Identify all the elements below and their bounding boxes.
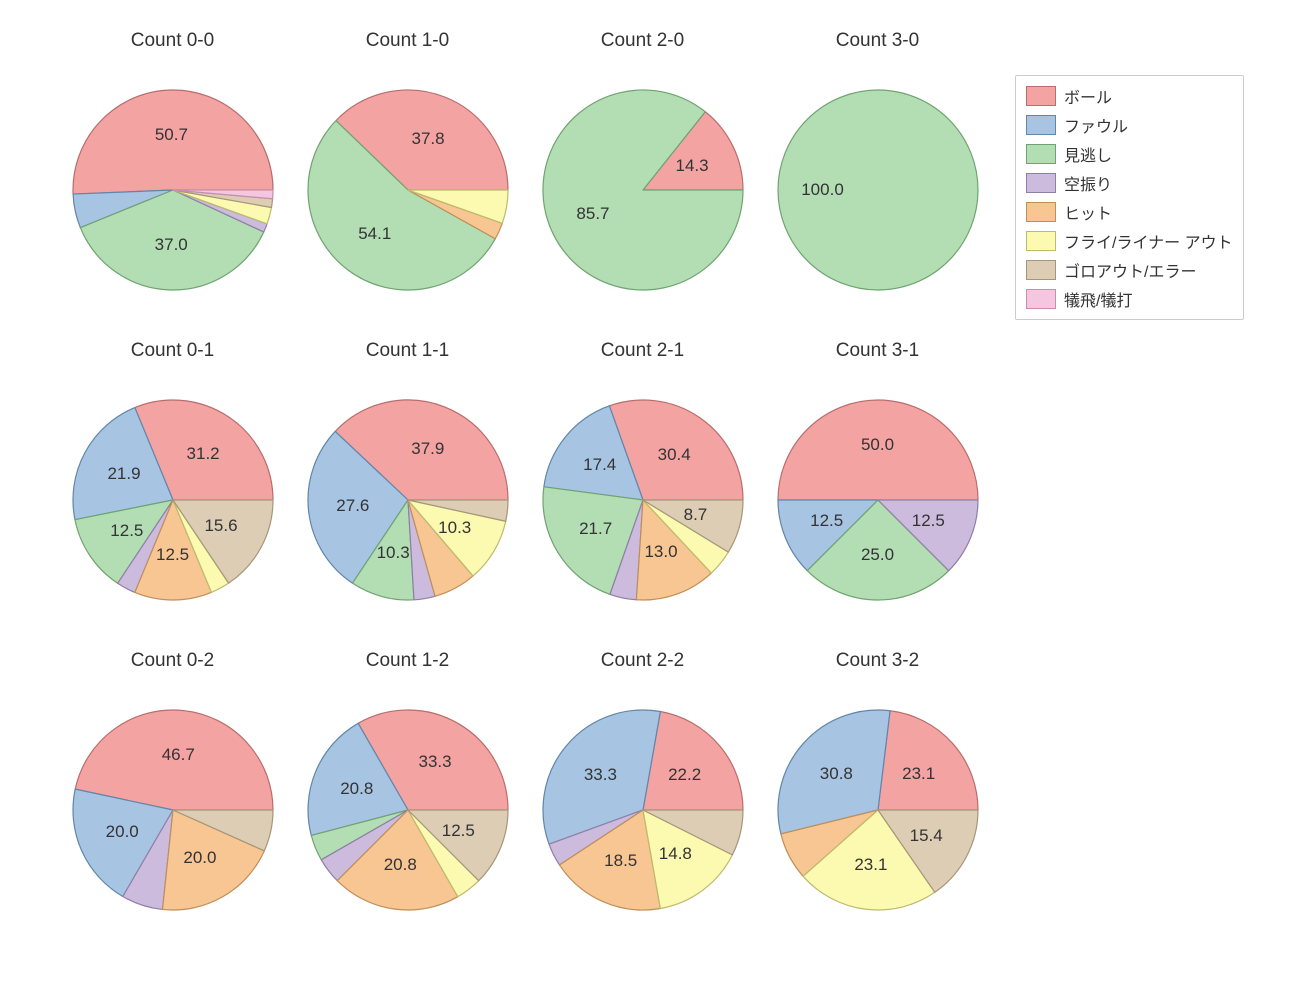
- slice-label: 54.1: [358, 224, 391, 244]
- slice-label: 23.1: [902, 764, 935, 784]
- slice-label: 15.6: [204, 516, 237, 536]
- legend-item: ボール: [1026, 84, 1233, 108]
- slice-label: 21.9: [107, 464, 140, 484]
- legend-label: 犠飛/犠打: [1064, 287, 1132, 311]
- chart-title: Count 3-0: [760, 30, 995, 52]
- slice-label: 50.7: [155, 125, 188, 145]
- slice-label: 10.3: [377, 543, 410, 563]
- slice-label: 12.5: [442, 821, 475, 841]
- chart-title: Count 2-2: [525, 650, 760, 672]
- slice-label: 22.2: [668, 765, 701, 785]
- legend-item: ヒット: [1026, 200, 1233, 224]
- slice-label: 14.8: [659, 844, 692, 864]
- legend-swatch: [1026, 231, 1056, 251]
- slice-label: 14.3: [675, 156, 708, 176]
- slice-label: 10.3: [438, 518, 471, 538]
- chart-title: Count 1-0: [290, 30, 525, 52]
- pie-chart: [71, 88, 275, 292]
- slice-label: 18.5: [604, 851, 637, 871]
- pie-chart: [306, 708, 510, 912]
- legend-swatch: [1026, 144, 1056, 164]
- legend: ボールファウル見逃し空振りヒットフライ/ライナー アウトゴロアウト/エラー犠飛/…: [1015, 75, 1244, 320]
- pie-slice-ball: [878, 711, 978, 810]
- legend-label: 見逃し: [1064, 142, 1112, 166]
- slice-label: 33.3: [584, 765, 617, 785]
- slice-label: 30.4: [658, 445, 691, 465]
- slice-label: 20.0: [106, 822, 139, 842]
- slice-label: 23.1: [854, 855, 887, 875]
- slice-label: 46.7: [162, 745, 195, 765]
- slice-label: 12.5: [912, 511, 945, 531]
- legend-swatch: [1026, 115, 1056, 135]
- slice-label: 50.0: [861, 435, 894, 455]
- slice-label: 100.0: [801, 180, 844, 200]
- slice-label: 12.5: [810, 511, 843, 531]
- chart-title: Count 0-2: [55, 650, 290, 672]
- chart-title: Count 0-1: [55, 340, 290, 362]
- slice-label: 8.7: [684, 505, 708, 525]
- legend-item: 犠飛/犠打: [1026, 287, 1233, 311]
- pie-chart: [541, 398, 745, 602]
- legend-swatch: [1026, 173, 1056, 193]
- legend-label: ヒット: [1064, 200, 1112, 224]
- legend-label: 空振り: [1064, 171, 1112, 195]
- slice-label: 27.6: [336, 496, 369, 516]
- pie-chart: [71, 398, 275, 602]
- slice-label: 30.8: [820, 764, 853, 784]
- chart-grid: Count 0-0 50.7 37.0 Count 1-0 37.8 54.1 Count …: [0, 0, 1300, 1000]
- pie-chart: [776, 708, 980, 912]
- chart-title: Count 1-2: [290, 650, 525, 672]
- slice-label: 85.7: [576, 204, 609, 224]
- legend-label: ボール: [1064, 84, 1112, 108]
- slice-label: 17.4: [583, 455, 616, 475]
- slice-label: 31.2: [187, 444, 220, 464]
- chart-title: Count 2-1: [525, 340, 760, 362]
- legend-swatch: [1026, 289, 1056, 309]
- chart-title: Count 0-0: [55, 30, 290, 52]
- legend-item: ファウル: [1026, 113, 1233, 137]
- chart-title: Count 3-1: [760, 340, 995, 362]
- legend-item: フライ/ライナー アウト: [1026, 229, 1233, 253]
- legend-label: ファウル: [1064, 113, 1128, 137]
- legend-swatch: [1026, 202, 1056, 222]
- slice-label: 20.0: [183, 848, 216, 868]
- slice-label: 20.8: [340, 779, 373, 799]
- legend-swatch: [1026, 260, 1056, 280]
- slice-label: 37.0: [155, 235, 188, 255]
- slice-label: 37.8: [412, 129, 445, 149]
- slice-label: 20.8: [384, 855, 417, 875]
- chart-title: Count 2-0: [525, 30, 760, 52]
- legend-item: 見逃し: [1026, 142, 1233, 166]
- slice-label: 37.9: [411, 439, 444, 459]
- pie-chart: [71, 708, 275, 912]
- chart-title: Count 3-2: [760, 650, 995, 672]
- slice-label: 21.7: [579, 519, 612, 539]
- slice-label: 12.5: [110, 521, 143, 541]
- legend-label: フライ/ライナー アウト: [1064, 229, 1233, 253]
- pie-chart: [776, 398, 980, 602]
- slice-label: 25.0: [861, 545, 894, 565]
- slice-label: 13.0: [644, 542, 677, 562]
- legend-swatch: [1026, 86, 1056, 106]
- legend-label: ゴロアウト/エラー: [1064, 258, 1196, 282]
- legend-item: 空振り: [1026, 171, 1233, 195]
- chart-title: Count 1-1: [290, 340, 525, 362]
- pie-chart: [541, 708, 745, 912]
- slice-label: 12.5: [156, 545, 189, 565]
- pie-chart: [541, 88, 745, 292]
- slice-label: 33.3: [419, 752, 452, 772]
- pie-chart: [306, 88, 510, 292]
- slice-label: 15.4: [910, 826, 943, 846]
- legend-item: ゴロアウト/エラー: [1026, 258, 1233, 282]
